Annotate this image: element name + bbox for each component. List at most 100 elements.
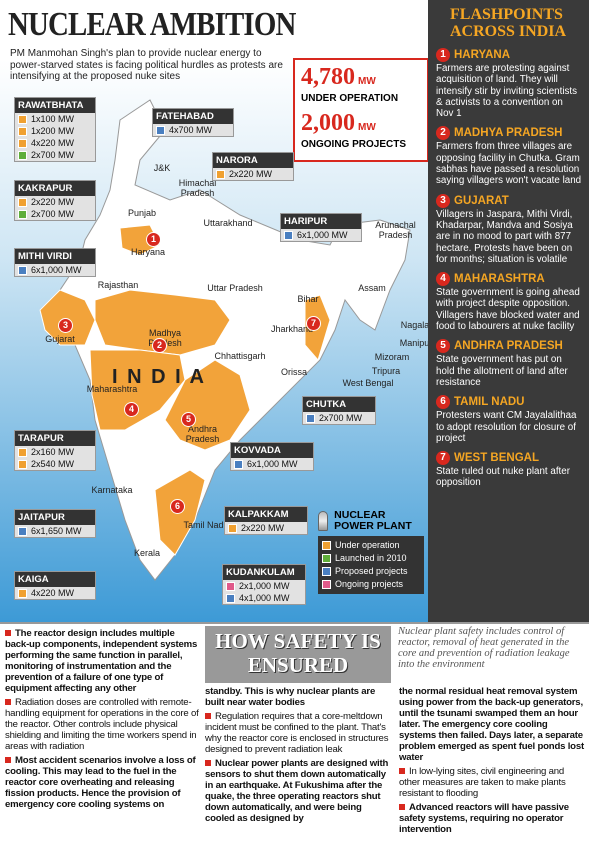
plant-unit: 2x1,000 MW [223,580,305,592]
plant-unit: 1x200 MW [15,125,95,137]
plant-box: KAKRAPUR 2x220 MW 2x700 MW [14,180,96,221]
flashpoint-head: 6 TAMIL NADU [436,395,583,410]
unit-capacity: 1x100 MW [31,114,75,124]
stat-label: UNDER OPERATION [301,93,399,104]
flashpoint-number: 1 [436,48,450,62]
plant-unit: 2x220 MW [15,196,95,208]
flashpoint-state: WEST BENGAL [454,452,539,465]
unit-swatch [18,447,27,457]
flashpoint-head: 3 GUJARAT [436,193,583,208]
bullet [5,630,11,636]
unit-swatch [156,125,165,135]
safety-column: the normal residual heat removal system … [399,686,585,850]
stat-unit: MW [358,122,376,133]
safety-text: the normal residual heat removal system … [399,686,584,763]
unit-capacity: 4x220 MW [31,138,75,148]
state-label: Chhattisgarh [214,351,266,361]
unit-swatch [18,197,27,207]
flashpoint-state: HARYANA [454,49,511,61]
plant-box: RAWATBHATA 1x100 MW 1x200 MW 4x220 MW 2x700 … [14,97,96,162]
unit-capacity: 2x160 MW [31,447,75,457]
flashpoint-text: State ruled out nuke plant after opposit… [436,466,570,489]
plant-box: KUDANKULAM 2x1,000 MW 4x1,000 MW [222,564,306,605]
safety-text: Regulation requires that a core-meltdown… [205,711,389,755]
legend-title: NUCLEAR POWER PLANT [334,509,412,532]
stat-unit: MW [358,76,376,87]
unit-capacity: 4x700 MW [169,125,213,135]
flashpoint-number: 6 [436,395,450,410]
flashpoint-number: 3 [436,193,450,208]
safety-paragraph: In low-lying sites, civil engineering an… [399,766,585,799]
safety-text: The reactor design includes multiple bac… [5,628,198,694]
flashpoint-state: MAHARASHTRA [454,273,545,286]
flashpoint-text: Villagers in Jaspara, Mithi Virdi, Khada… [436,208,573,265]
flashpoint-text: Protesters want CM Jayalalithaa to adopt… [436,410,577,444]
plant-unit: 6x1,000 MW [231,458,313,470]
legend-head: NUCLEAR POWER PLANT [318,510,424,532]
plant-box: JAITAPUR 6x1,650 MW [14,509,96,538]
legend-label: Ongoing projects [335,579,404,589]
flashpoint-state: TAMIL NADU [454,396,525,409]
state-label: Himachal Pradesh [178,178,217,198]
unit-capacity: 6x1,000 MW [297,230,348,240]
unit-capacity: 4x1,000 MW [239,593,290,603]
safety-paragraph: Radiation doses are controlled with remo… [5,697,201,752]
safety-column: standby. This is why nuclear plants are … [205,686,393,850]
state-label: Arunachal Pradesh [375,220,416,240]
plant-box: KAIGA 4x220 MW [14,571,96,600]
unit-swatch [226,581,235,591]
plant-unit: 2x540 MW [15,458,95,470]
legend-label: Under operation [335,540,400,550]
legend-items: Under operation Launched in 2010 Proposed … [318,536,424,594]
legend-label: Launched in 2010 [335,553,407,563]
country-label: I N D I A [112,366,206,388]
safety-text: Nuclear power plants are designed with s… [205,758,389,824]
safety-text: In low-lying sites, civil engineering an… [399,766,566,799]
plant-unit: 2x700 MW [15,149,95,161]
plant-unit: 4x700 MW [153,124,233,136]
safety-subtitle: Nuclear plant safety includes control of… [398,626,570,670]
flashpoint-head: 2 MADHYA PRADESH [436,126,583,141]
safety-paragraph: the normal residual heat removal system … [399,686,585,763]
flashpoint-head: 5 ANDHRA PRADESH [436,339,583,354]
plant-name: KUDANKULAM [223,565,305,580]
unit-capacity: 2x1,000 MW [239,581,290,591]
safety-text: Most accident scenarios involve a loss o… [5,755,196,810]
plant-box: CHUTKA 2x700 MW [302,396,376,425]
flashpoint-text: State government is going ahead with pro… [436,287,580,333]
plant-box: TARAPUR 2x160 MW 2x540 MW [14,430,96,471]
flashpoint-state: GUJARAT [454,194,509,207]
stats-box: 4,780 MW UNDER OPERATION 2,000 MW ONGOING PRO… [293,58,429,162]
unit-capacity: 2x700 MW [319,413,363,423]
unit-capacity: 6x1,650 MW [31,526,82,536]
flashpoint-head: 1 HARYANA [436,48,583,62]
plant-name: MITHI VIRDI [15,249,95,264]
plant-name: KALPAKKAM [225,507,307,522]
intro: PM Manmohan Singh's plan to provide nucl… [10,48,283,82]
unit-capacity: 6x1,000 MW [31,265,82,275]
unit-swatch [216,169,225,179]
unit-swatch [18,150,27,160]
stat-value: 2,000 [301,110,355,136]
state-label: Rajasthan [97,280,139,290]
plant-name: KAIGA [15,572,95,587]
state-label: Assam [358,283,386,293]
flashpoint-state: ANDHRA PRADESH [454,340,563,353]
unit-capacity: 4x220 MW [31,588,75,598]
plant-name: HARIPUR [281,214,361,229]
state-label: Kerala [133,548,160,558]
bullet [5,699,11,705]
plant-unit: 4x1,000 MW [223,592,305,604]
bullet [399,768,405,774]
flashpoint-state: MADHYA PRADESH [454,127,563,140]
state-label: Karnataka [91,485,133,495]
legend-swatch [322,580,331,589]
unit-capacity: 2x220 MW [229,169,273,179]
flashpoint: 7 WEST BENGAL State ruled out nuke plant a… [436,451,583,489]
flashpoint-number: 5 [436,339,450,354]
legend-item: Proposed projects [322,565,420,578]
plant-name: NARORA [213,153,293,168]
unit-swatch [226,593,235,603]
plant-box: KALPAKKAM 2x220 MW [224,506,308,535]
flashpoint: 2 MADHYA PRADESH Farmers from three villag… [436,126,583,186]
